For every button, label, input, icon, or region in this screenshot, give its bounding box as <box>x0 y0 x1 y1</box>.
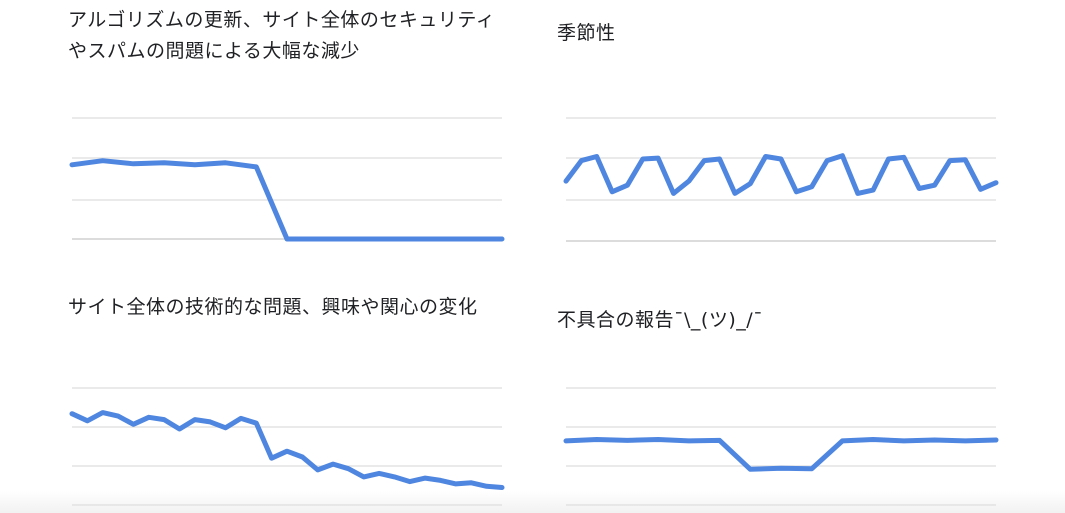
chart-title: 不具合の報告¯\_(ツ)_/¯ <box>557 309 764 331</box>
series-line <box>69 158 505 242</box>
line-chart-seasonality <box>563 117 999 242</box>
chart-panel-technical: サイト全体の技術的な問題、興味や関心の変化 <box>68 292 528 332</box>
chart-title: サイト全体の技術的な問題、興味や関心の変化 <box>68 296 478 318</box>
series-line <box>563 437 999 472</box>
chart-panel-seasonality: 季節性 <box>557 18 997 58</box>
line-chart-bug <box>563 387 999 506</box>
line-chart-algorithm <box>69 117 505 242</box>
chart-title: 季節性 <box>557 22 616 44</box>
chart-panel-bug: 不具合の報告¯\_(ツ)_/¯ <box>557 305 997 345</box>
chart-title: アルゴリズムの更新、サイト全体のセキュリティ やスパムの問題による大幅な減少 <box>68 9 496 62</box>
series-line <box>69 410 505 490</box>
chart-panel-algorithm: アルゴリズムの更新、サイト全体のセキュリティ やスパムの問題による大幅な減少 <box>68 5 508 250</box>
line-chart-technical <box>69 387 505 506</box>
series-line <box>563 153 999 196</box>
